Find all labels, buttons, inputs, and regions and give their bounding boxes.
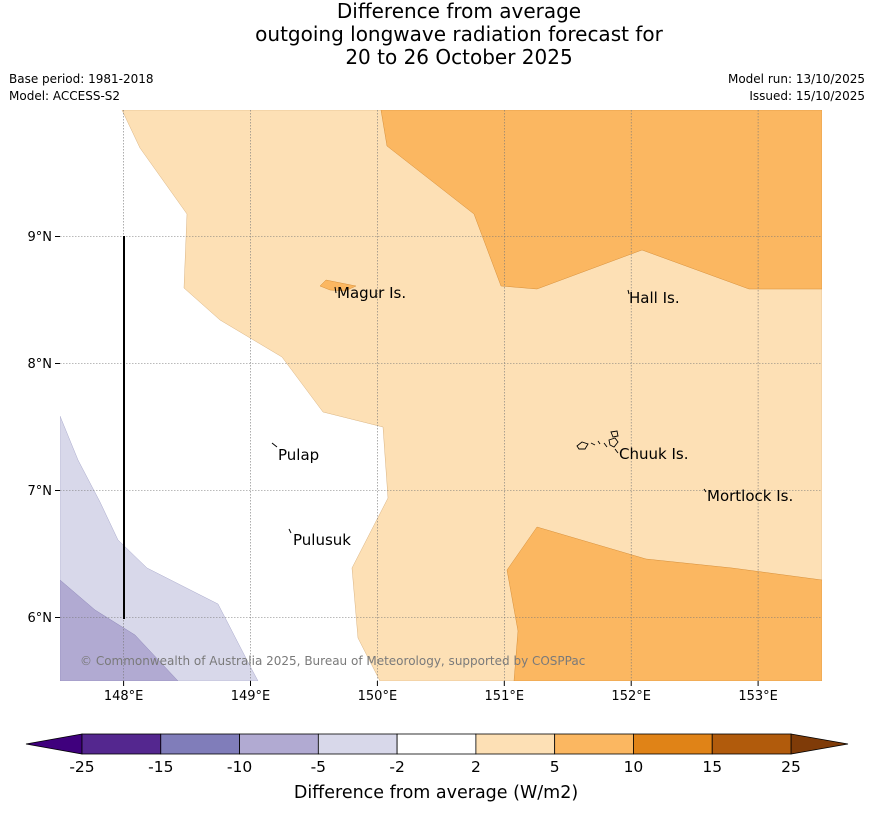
colorbar-segment bbox=[711, 733, 792, 755]
meta-left: Base period: 1981-2018 Model: ACCESS-S2 bbox=[9, 71, 154, 105]
colorbar-segment bbox=[633, 733, 713, 755]
colorbar-segment bbox=[475, 733, 556, 755]
colorbar-tick-label: 10 bbox=[624, 758, 644, 776]
colorbar-tick-label: 2 bbox=[471, 758, 481, 776]
lon-tick-151: 151°E bbox=[485, 689, 525, 704]
contour-5-to-10-north bbox=[380, 110, 822, 290]
contour-5-to-10-magur bbox=[319, 279, 357, 292]
label-magur: Magur Is. bbox=[337, 284, 406, 302]
colorbar-extend-high bbox=[790, 733, 849, 755]
axis-ticks bbox=[55, 236, 759, 686]
label-pulusuk: Pulusuk bbox=[293, 531, 351, 549]
colorbar-segment bbox=[554, 733, 634, 755]
magur-island-mark bbox=[334, 286, 337, 294]
contour-neg5-to-neg2 bbox=[60, 415, 259, 681]
colorbar-tick-label: -15 bbox=[148, 758, 173, 776]
colorbar-tick-label: -25 bbox=[69, 758, 94, 776]
lon-tick-148: 148°E bbox=[104, 689, 144, 704]
base-period: Base period: 1981-2018 bbox=[9, 72, 154, 86]
colorbar-tick-label: 5 bbox=[550, 758, 560, 776]
colorbar-tick-label: -2 bbox=[389, 758, 404, 776]
colorbar-tick-label: 15 bbox=[702, 758, 722, 776]
lat-tick-8: 8°N bbox=[28, 357, 53, 372]
title-line-2: outgoing longwave radiation forecast for bbox=[255, 22, 663, 46]
lon-tick-152: 152°E bbox=[611, 689, 651, 704]
pulap-island-mark bbox=[271, 442, 278, 448]
chart-title: Difference from average outgoing longwav… bbox=[0, 0, 873, 69]
hall-island-mark bbox=[627, 289, 630, 295]
colorbar-title: Difference from average (W/m2) bbox=[294, 783, 578, 803]
colorbar-segment bbox=[317, 733, 398, 755]
label-pulap: Pulap bbox=[278, 446, 319, 464]
contour-2-to-5 bbox=[121, 110, 822, 681]
lat-tick-9: 9°N bbox=[28, 230, 53, 245]
lon-tick-150: 150°E bbox=[358, 689, 398, 704]
issued-date: Issued: 15/10/2025 bbox=[749, 89, 865, 103]
label-mortlock: Mortlock Is. bbox=[707, 487, 793, 505]
colorbar-segment bbox=[160, 733, 240, 755]
colorbar: -25 -15 -10 -5 -2 2 5 10 15 25 bbox=[25, 733, 849, 776]
map-area: Magur Is. Hall Is. Pulap Chuuk Is. Mortl… bbox=[60, 110, 822, 681]
model-name: Model: ACCESS-S2 bbox=[9, 89, 121, 103]
title-line-1: Difference from average bbox=[336, 0, 582, 23]
island-marks bbox=[271, 286, 707, 534]
colorbar-extend-low bbox=[25, 733, 83, 755]
colorbar-segment bbox=[239, 733, 319, 755]
colorbar-tick-label: -10 bbox=[227, 758, 252, 776]
model-run: Model run: 13/10/2025 bbox=[727, 72, 865, 86]
lon-tick-149: 149°E bbox=[231, 689, 271, 704]
meta-right: Model run: 13/10/2025 Issued: 15/10/2025 bbox=[728, 71, 865, 105]
colorbar-tick-label: -5 bbox=[311, 758, 326, 776]
label-chuuk: Chuuk Is. bbox=[619, 445, 688, 463]
colorbar-segment bbox=[81, 733, 162, 755]
lat-tick-6: 6°N bbox=[28, 611, 53, 626]
chuuk-island-outline bbox=[576, 430, 619, 454]
copyright-notice: © Commonwealth of Australia 2025, Bureau… bbox=[80, 654, 585, 668]
title-line-3: 20 to 26 October 2025 bbox=[345, 45, 573, 69]
contour-5-to-10-south bbox=[506, 526, 822, 681]
lat-tick-7: 7°N bbox=[28, 484, 53, 499]
lon-tick-153: 153°E bbox=[738, 689, 778, 704]
contour-neg10-to-neg5 bbox=[60, 579, 179, 681]
colorbar-tick-label: 25 bbox=[781, 758, 801, 776]
pulusuk-island-mark bbox=[288, 528, 292, 534]
colorbar-segment bbox=[396, 733, 477, 755]
label-hall: Hall Is. bbox=[629, 289, 680, 307]
mortlock-island-mark bbox=[703, 488, 707, 493]
